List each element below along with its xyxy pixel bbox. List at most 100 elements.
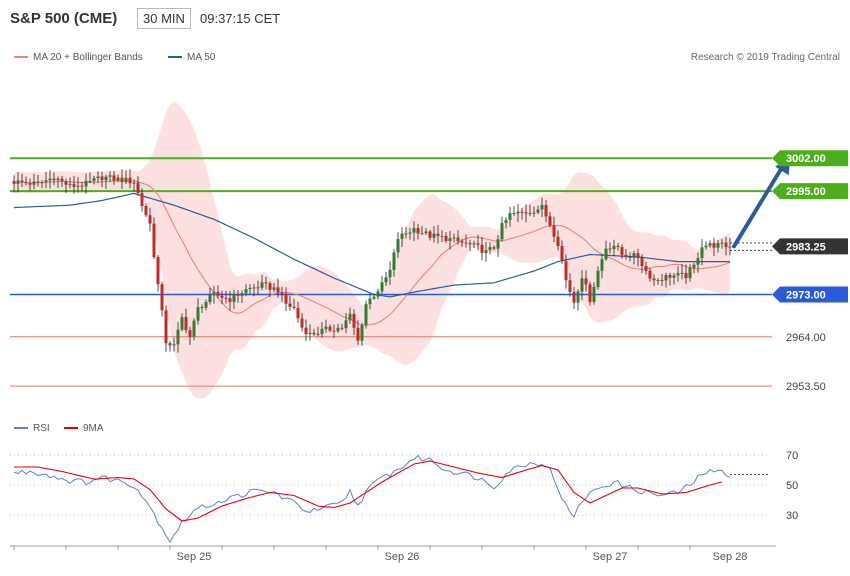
candle-body <box>604 248 608 260</box>
legend-swatch-ma50 <box>168 56 182 59</box>
candle-body <box>664 275 668 281</box>
candle-body <box>676 273 680 276</box>
candle-body <box>552 225 556 237</box>
research-credit: Research © 2019 Trading Central <box>690 52 840 63</box>
candle-body <box>140 193 144 207</box>
candle-body <box>708 243 712 246</box>
candle-body <box>608 248 612 250</box>
candle-body <box>728 246 732 248</box>
candle-body <box>500 223 504 240</box>
candle-body <box>400 233 404 240</box>
candle-body <box>164 310 168 344</box>
candle-body <box>232 294 236 302</box>
candle-body <box>228 298 232 302</box>
candle-body <box>456 237 460 242</box>
candle-body <box>344 320 348 329</box>
candle-body <box>196 307 200 321</box>
candle-body <box>504 219 508 224</box>
timeframe-selector[interactable]: 30 MIN <box>137 8 191 29</box>
candle-body <box>624 254 628 257</box>
candle-body <box>428 231 432 238</box>
candle-body <box>136 182 140 194</box>
candle-body <box>360 325 364 341</box>
candle-body <box>200 307 204 309</box>
candle-body <box>432 233 436 238</box>
candle-body <box>56 178 60 181</box>
candle-body <box>584 278 588 285</box>
candle-body <box>176 329 180 345</box>
candle-body <box>152 223 156 258</box>
candle-body <box>356 327 360 341</box>
candle-body <box>424 231 428 234</box>
candle-body <box>304 327 308 335</box>
candle-body <box>132 182 136 184</box>
candle-body <box>668 275 672 278</box>
candle-body <box>188 330 192 337</box>
level-label-badge <box>772 150 848 167</box>
level-label: 3002.00 <box>786 153 826 165</box>
candle-body <box>296 307 300 319</box>
time-tick-label: Sep 25 <box>177 551 212 563</box>
candle-body <box>588 284 592 303</box>
level-label: 2964.00 <box>786 332 826 344</box>
candle-body <box>124 177 128 183</box>
candle-body <box>684 272 688 279</box>
candle-body <box>60 178 64 181</box>
chart-header: S&P 500 (CME) 30 MIN 09:37:15 CET <box>0 0 850 38</box>
candle-body <box>260 282 264 288</box>
candle-body <box>12 180 16 184</box>
candle-body <box>116 177 120 181</box>
candle-body <box>620 247 624 255</box>
candle-body <box>656 280 660 282</box>
candle-body <box>652 278 656 281</box>
rsi-tick-label: 30 <box>786 510 798 522</box>
candle-body <box>352 313 356 328</box>
candle-body <box>632 253 636 258</box>
legend-rsi: RSI <box>14 423 50 434</box>
candle-body <box>120 177 124 183</box>
candle-body <box>672 275 676 278</box>
candle-body <box>104 176 108 181</box>
candle-body <box>180 317 184 330</box>
candle-body <box>528 213 532 215</box>
candle-body <box>716 242 720 248</box>
candle-body <box>544 204 548 217</box>
legend-label-rsi-ma: 9MA <box>83 423 104 434</box>
candle-body <box>348 313 352 321</box>
candle-body <box>204 301 208 308</box>
candle-body <box>540 204 544 210</box>
candle-body <box>636 253 640 258</box>
candle-body <box>444 235 448 241</box>
candle-body <box>560 245 564 262</box>
candle-body <box>108 175 112 177</box>
candle-body <box>488 247 492 251</box>
legend-label-bollinger: MA 20 + Bollinger Bands <box>33 52 143 63</box>
instrument-title: S&P 500 (CME) <box>10 10 118 27</box>
candle-body <box>192 320 196 337</box>
candle-body <box>88 180 92 182</box>
candle-body <box>32 181 36 185</box>
level-label-badge <box>772 183 848 200</box>
candle-body <box>516 211 520 214</box>
candle-body <box>556 236 560 246</box>
candle-body <box>224 297 228 299</box>
candle-body <box>712 243 716 248</box>
candle-body <box>368 298 372 305</box>
candle-body <box>156 257 160 285</box>
candle-body <box>280 292 284 294</box>
candle-body <box>532 212 536 214</box>
candle-body <box>388 269 392 278</box>
candle-body <box>40 182 44 184</box>
candle-body <box>76 185 80 187</box>
candle-body <box>472 243 476 245</box>
candle-body <box>496 239 500 249</box>
candle-body <box>580 278 584 292</box>
legend-label-rsi: RSI <box>33 423 50 434</box>
candle-body <box>272 287 276 290</box>
level-label-badge <box>772 238 848 255</box>
rsi-series-line <box>14 460 723 522</box>
candle-body <box>468 243 472 245</box>
candle-body <box>484 250 488 253</box>
candle-body <box>16 180 20 184</box>
